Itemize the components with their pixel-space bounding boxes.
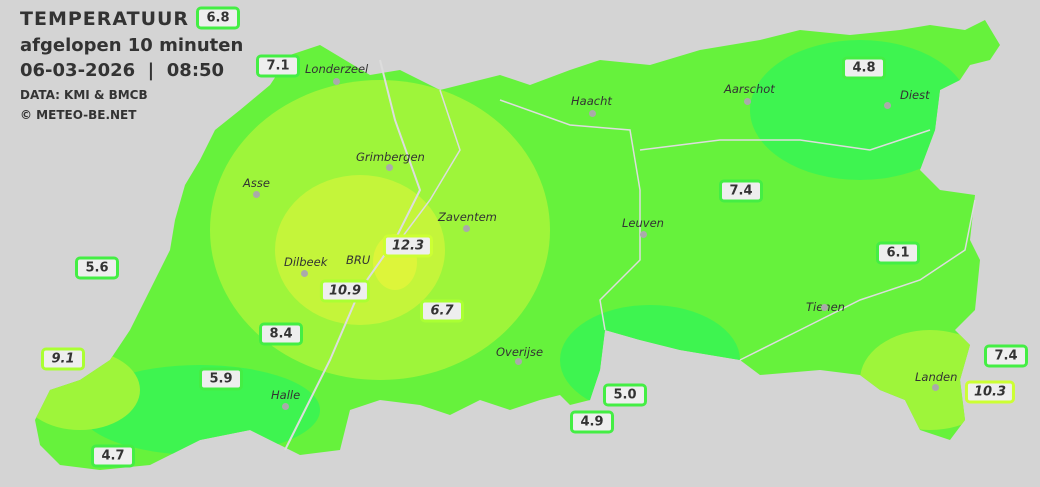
station-value[interactable]: 12.3: [382, 234, 434, 258]
station-value[interactable]: 7.4: [984, 344, 1028, 368]
city-dot: [333, 78, 340, 85]
boundary-line: [499, 99, 641, 331]
city-dot: [253, 191, 260, 198]
city-dot: [301, 270, 308, 277]
station-value[interactable]: 6.7: [420, 299, 464, 323]
city-label: Londerzeel: [305, 62, 369, 76]
city-dot: [884, 102, 891, 109]
boundary-line: [739, 199, 976, 361]
station-value[interactable]: 4.7: [91, 444, 135, 468]
map-title: TEMPERATUUR: [20, 8, 190, 30]
city-label: Landen: [915, 370, 958, 384]
city-dot: [463, 225, 470, 232]
city-label: Leuven: [622, 216, 664, 230]
station-value[interactable]: 4.9: [570, 410, 614, 434]
city-dot: [821, 304, 828, 311]
station-value[interactable]: 5.0: [603, 383, 647, 407]
station-value[interactable]: 6.8: [196, 6, 240, 30]
city-label: Aarschot: [724, 82, 775, 96]
city-dot: [932, 384, 939, 391]
city-dot: [282, 403, 289, 410]
cool-zone: [80, 365, 320, 455]
data-source: DATA: KMI & BMCB: [20, 88, 148, 102]
cool-zone: [560, 305, 740, 415]
station-value[interactable]: 5.9: [199, 367, 243, 391]
city-label: BRU: [346, 253, 371, 267]
city-dot: [744, 98, 751, 105]
city-dot: [386, 164, 393, 171]
city-label: Zaventem: [438, 210, 497, 224]
city-label: Halle: [271, 388, 301, 402]
station-value[interactable]: 7.4: [719, 179, 763, 203]
city-dot: [589, 110, 596, 117]
brussels-border: [284, 59, 422, 451]
city-label: Diest: [900, 88, 930, 102]
copyright: © METEO-BE.NET: [20, 108, 137, 122]
cool-zone: [750, 40, 970, 180]
station-value[interactable]: 10.3: [964, 380, 1016, 404]
station-value[interactable]: 4.8: [842, 56, 886, 80]
station-value[interactable]: 5.6: [75, 256, 119, 280]
map-subtitle: afgelopen 10 minuten: [20, 35, 244, 56]
city-label: Overijse: [496, 345, 544, 359]
station-value[interactable]: 6.1: [876, 241, 920, 265]
boundary-line: [639, 129, 931, 151]
station-value[interactable]: 9.1: [41, 347, 85, 371]
station-value[interactable]: 7.1: [256, 54, 300, 78]
city-label: Haacht: [571, 94, 612, 108]
boundary-line: [399, 89, 461, 241]
city-label: Grimbergen: [356, 150, 425, 164]
city-label: Asse: [243, 176, 270, 190]
map-datetime: 06-03-2026 | 08:50: [20, 60, 225, 81]
city-dot: [640, 231, 647, 238]
station-value[interactable]: 8.4: [259, 322, 303, 346]
station-value[interactable]: 10.9: [319, 279, 371, 303]
city-dot: [515, 358, 522, 365]
city-label: Dilbeek: [284, 255, 328, 269]
